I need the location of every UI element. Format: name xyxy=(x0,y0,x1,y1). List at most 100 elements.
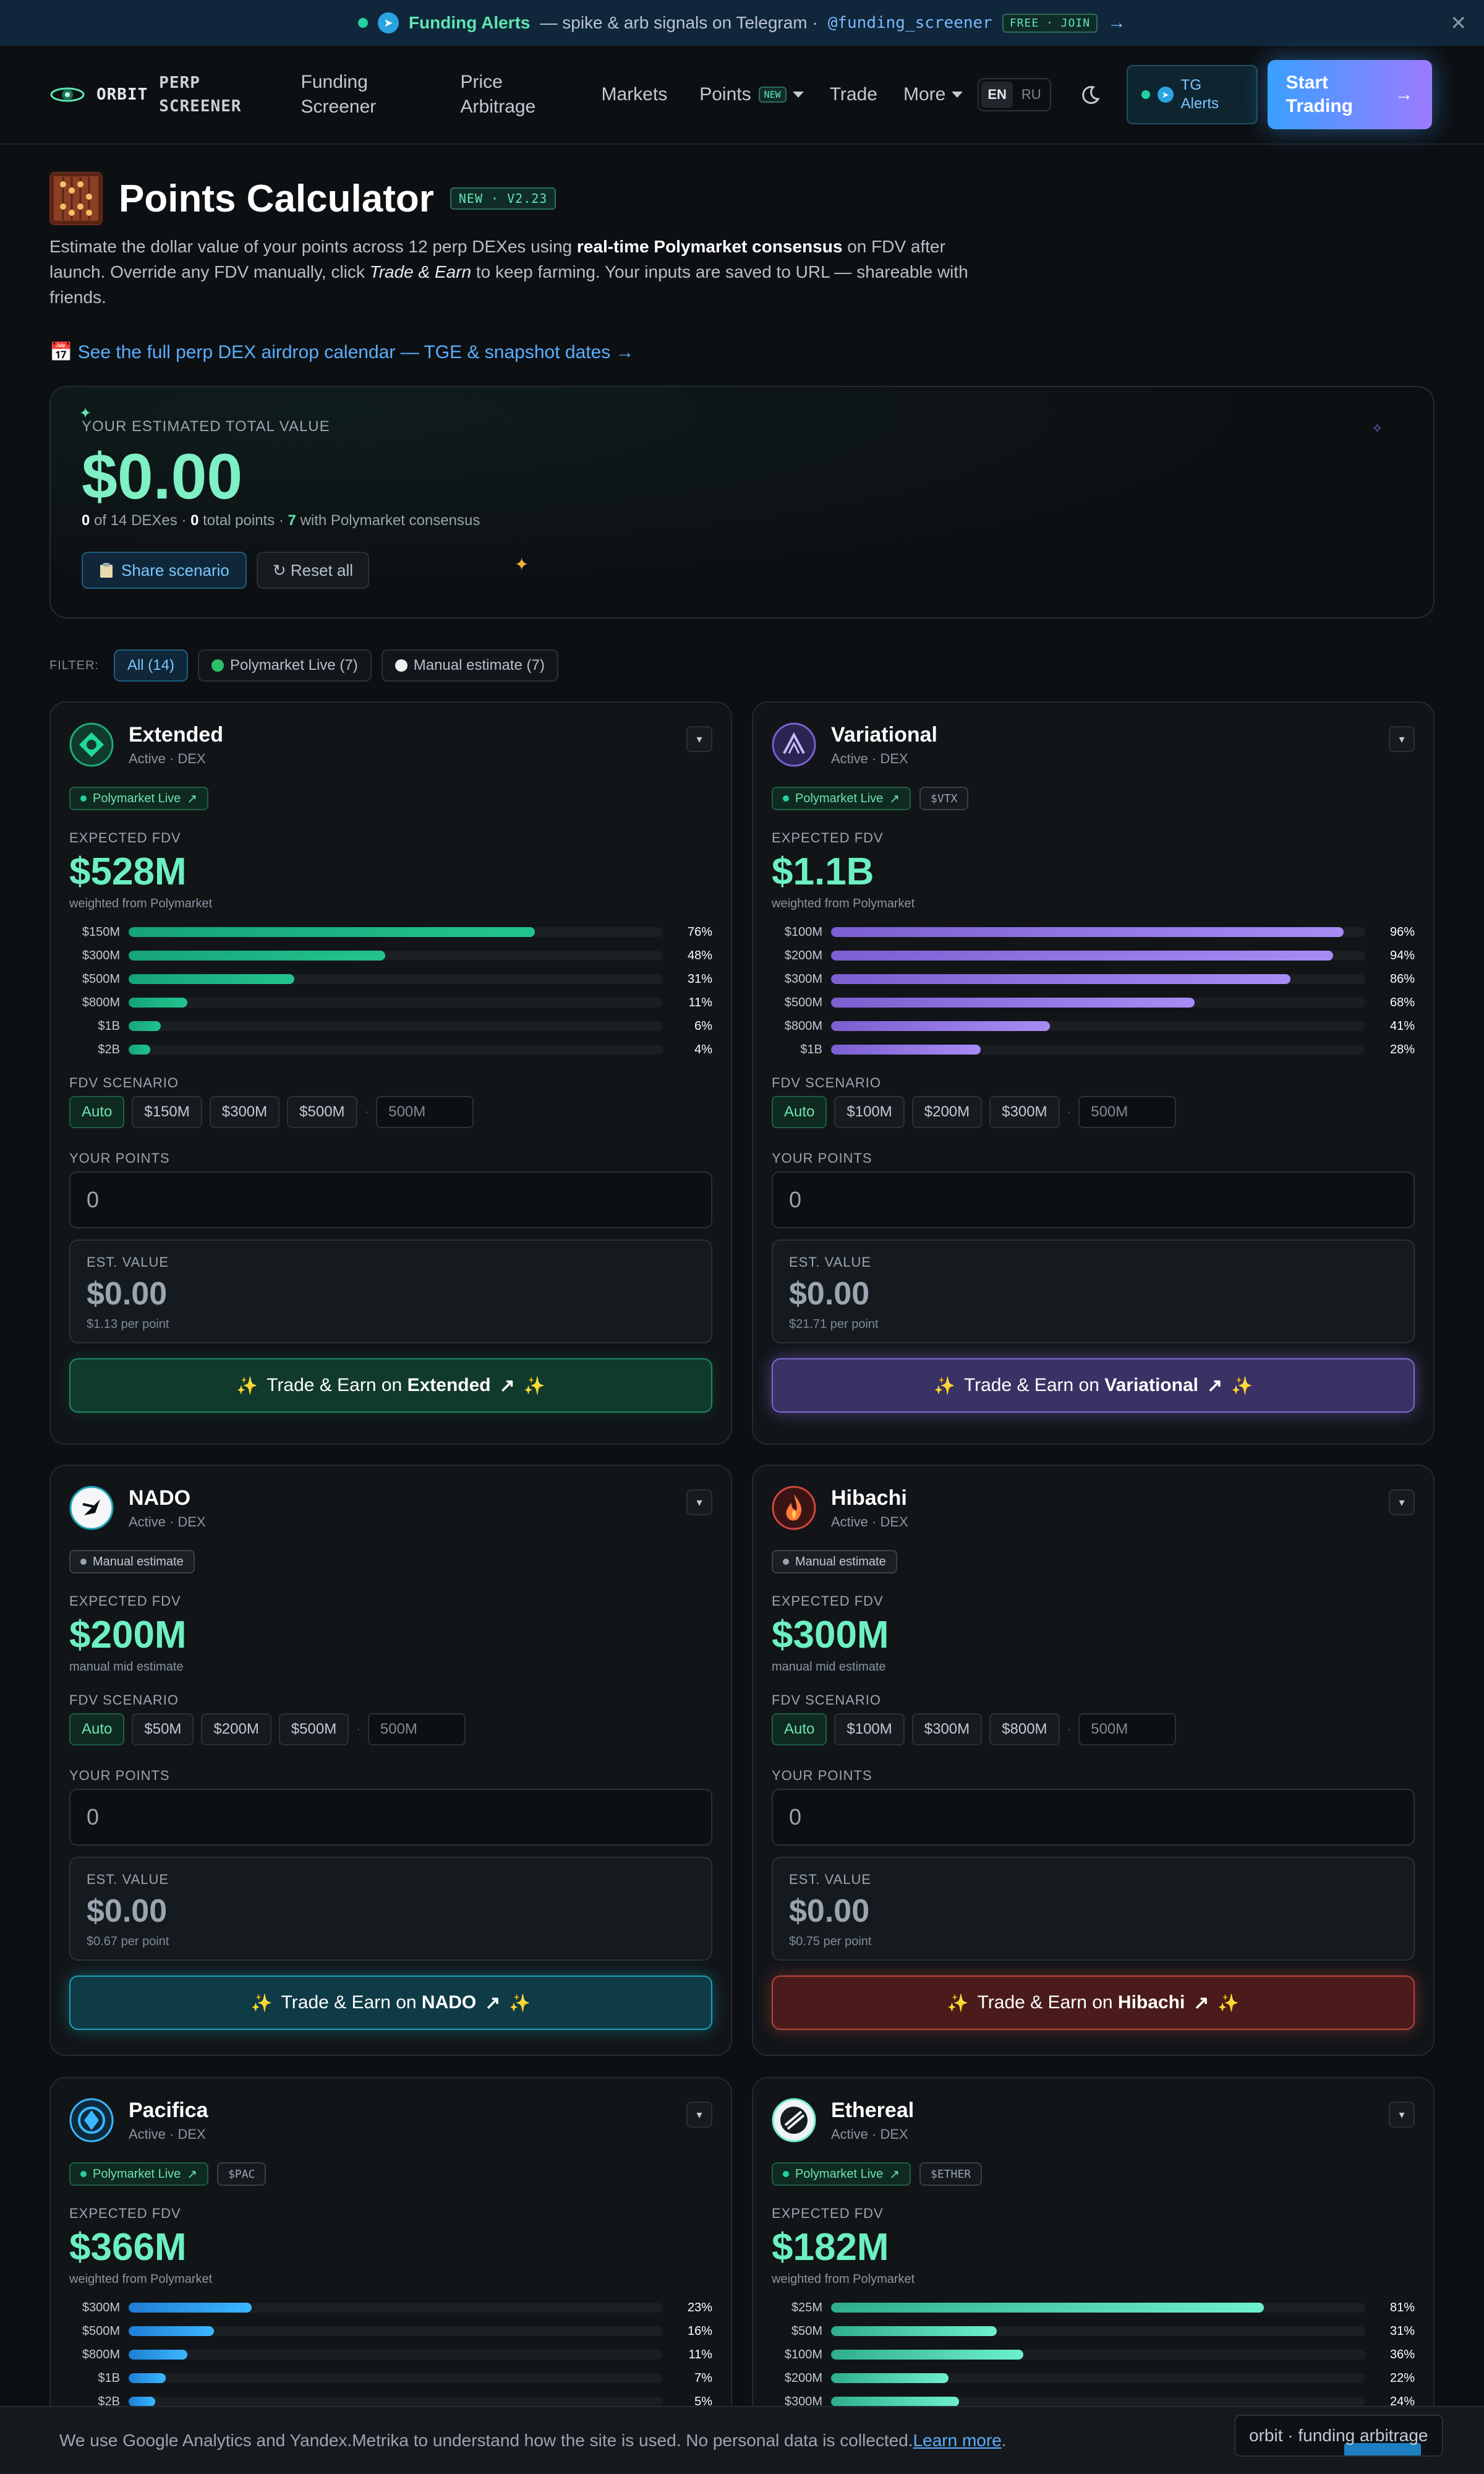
scenario-option-button[interactable]: $300M xyxy=(209,1096,280,1128)
polymarket-count: 7 xyxy=(288,512,296,529)
fdv-scenario-options: Auto $50M $200M $500M · 500M xyxy=(69,1713,466,1745)
bar-track xyxy=(129,1021,663,1031)
airdrop-calendar-link[interactable]: 📅 See the full perp DEX airdrop calendar… xyxy=(49,342,634,362)
est-value-box: EST. VALUE $0.00 $0.75 per point xyxy=(772,1857,1415,1961)
live-dot-icon xyxy=(1141,90,1150,99)
scenario-option-button[interactable]: $100M xyxy=(834,1713,905,1745)
scenario-option-button[interactable]: $500M xyxy=(287,1096,357,1128)
nav-trade[interactable]: Trade xyxy=(829,84,877,105)
card-header: Variational Active · DEX xyxy=(772,722,937,767)
points-input[interactable]: 0 xyxy=(69,1171,712,1228)
scenario-option-button[interactable]: $200M xyxy=(201,1713,271,1745)
site-logo[interactable]: ORBIT PERP SCREENER xyxy=(49,71,242,118)
learn-more-link[interactable]: Learn more xyxy=(913,2431,1002,2450)
nav-points[interactable]: Points NEW xyxy=(699,84,804,105)
scenario-auto-button[interactable]: Auto xyxy=(69,1713,125,1745)
points-input[interactable]: 0 xyxy=(69,1789,712,1846)
filter-polymarket-live[interactable]: Polymarket Live (7) xyxy=(198,649,372,682)
est-value: $0.00 xyxy=(87,1276,168,1312)
bar-label: $800M xyxy=(784,1019,822,1033)
close-icon[interactable]: ✕ xyxy=(1450,12,1467,34)
card-menu-button[interactable]: ▾ xyxy=(686,726,712,752)
filter-all[interactable]: All (14) xyxy=(113,649,188,682)
nav-funding-screener[interactable]: Funding Screener xyxy=(301,70,430,119)
cta-label: Trade & Earn on NADO xyxy=(281,1992,477,2013)
trade-earn-button[interactable]: ✨ Trade & Earn on Hibachi ↗ ✨ xyxy=(772,1975,1415,2030)
est-value-label: EST. VALUE xyxy=(87,1872,169,1887)
tg-alerts-button[interactable]: ➤ TG Alerts xyxy=(1126,65,1258,124)
custom-fdv-input[interactable]: 500M xyxy=(1078,1713,1177,1745)
dex-logo-icon xyxy=(69,722,114,767)
lang-ru[interactable]: RU xyxy=(1021,87,1041,102)
custom-fdv-input[interactable]: 500M xyxy=(1078,1096,1177,1128)
polymarket-live-badge[interactable]: Polymarket Live ↗ xyxy=(772,2162,911,2186)
banner-join-badge[interactable]: FREE · JOIN xyxy=(1002,13,1098,33)
scenario-option-button[interactable]: $800M xyxy=(989,1713,1060,1745)
badge-label: Polymarket Live xyxy=(795,791,884,805)
est-value-label: EST. VALUE xyxy=(789,1254,872,1270)
logo-text-orbit: ORBIT xyxy=(96,85,148,104)
scenario-option-button[interactable]: $500M xyxy=(278,1713,349,1745)
fdv-bar-row: $200M 22% xyxy=(772,2366,1415,2390)
nav-label: Points xyxy=(699,84,751,105)
scenario-auto-button[interactable]: Auto xyxy=(772,1096,827,1128)
polymarket-live-badge[interactable]: Polymarket Live ↗ xyxy=(69,787,209,810)
card-menu-button[interactable]: ▾ xyxy=(686,1489,712,1515)
bar-fill xyxy=(129,1021,161,1031)
scenario-auto-button[interactable]: Auto xyxy=(772,1713,827,1745)
bar-label: $200M xyxy=(784,2371,822,2385)
green-circle-icon xyxy=(211,659,224,672)
external-link-icon: ↗ xyxy=(485,1992,501,2013)
bar-label: $500M xyxy=(82,2324,120,2338)
bar-label: $1B xyxy=(98,1019,120,1033)
card-header: NADO Active · DEX xyxy=(69,1486,206,1530)
custom-fdv-input[interactable]: 500M xyxy=(367,1713,466,1745)
points-input[interactable]: 0 xyxy=(772,1789,1415,1846)
bar-percent: 24% xyxy=(1389,2394,1415,2408)
telegram-icon: ➤ xyxy=(1157,87,1174,103)
points-input[interactable]: 0 xyxy=(772,1171,1415,1228)
nav-more[interactable]: More xyxy=(903,84,963,105)
card-menu-button[interactable]: ▾ xyxy=(1389,726,1415,752)
scenario-option-button[interactable]: $300M xyxy=(989,1096,1060,1128)
polymarket-live-badge[interactable]: Polymarket Live ↗ xyxy=(772,787,911,810)
fdv-bar-row: $500M 31% xyxy=(69,967,712,991)
bar-label: $300M xyxy=(82,2300,120,2314)
dex-logo-icon xyxy=(69,1486,114,1530)
expected-fdv-value: $200M xyxy=(69,1614,187,1656)
filter-manual-estimate[interactable]: Manual estimate (7) xyxy=(381,649,558,682)
card-menu-button[interactable]: ▾ xyxy=(1389,1489,1415,1515)
banner-arrow-icon[interactable]: → xyxy=(1107,12,1127,33)
scenario-option-button[interactable]: $100M xyxy=(834,1096,905,1128)
scenario-option-button[interactable]: $300M xyxy=(911,1713,983,1745)
polymarket-live-badge[interactable]: Polymarket Live ↗ xyxy=(69,2162,209,2186)
lang-en[interactable]: EN xyxy=(981,82,1013,108)
card-menu-button[interactable]: ▾ xyxy=(1389,2102,1415,2128)
custom-fdv-input[interactable]: 500M xyxy=(376,1096,474,1128)
chevron-down-icon xyxy=(792,92,804,98)
trade-earn-button[interactable]: ✨ Trade & Earn on Variational ↗ ✨ xyxy=(772,1358,1415,1413)
trade-earn-button[interactable]: ✨ Trade & Earn on Extended ↗ ✨ xyxy=(69,1358,712,1413)
cookie-end: . xyxy=(1001,2431,1007,2450)
fdv-bar-row: $1B 6% xyxy=(69,1014,712,1038)
trade-earn-button[interactable]: ✨ Trade & Earn on NADO ↗ ✨ xyxy=(69,1975,712,2030)
reset-all-button[interactable]: ↻ Reset all xyxy=(256,552,370,589)
bar-track xyxy=(831,974,1365,984)
card-badges: Polymarket Live ↗ $PAC xyxy=(69,2162,267,2186)
banner-handle[interactable]: @funding_screener xyxy=(827,14,992,32)
nav-markets[interactable]: Markets xyxy=(601,84,668,105)
nav-price-arbitrage[interactable]: Price Arbitrage xyxy=(461,70,602,119)
scenario-auto-button[interactable]: Auto xyxy=(69,1096,125,1128)
scenario-option-button[interactable]: $150M xyxy=(132,1096,202,1128)
share-scenario-button[interactable]: Share scenario xyxy=(82,552,247,589)
moon-icon[interactable] xyxy=(1077,82,1102,107)
card-menu-button[interactable]: ▾ xyxy=(686,2102,712,2128)
bar-track xyxy=(831,2350,1365,2360)
scenario-option-button[interactable]: $200M xyxy=(911,1096,983,1128)
start-trading-button[interactable]: Start Trading → xyxy=(1267,60,1432,129)
bar-fill xyxy=(129,1045,150,1055)
scenario-option-button[interactable]: $50M xyxy=(132,1713,194,1745)
announcement-banner[interactable]: ➤ Funding Alerts — spike & arb signals o… xyxy=(0,0,1484,46)
fdv-bar-row: $1B 28% xyxy=(772,1038,1415,1061)
fdv-note: weighted from Polymarket xyxy=(69,2272,213,2286)
